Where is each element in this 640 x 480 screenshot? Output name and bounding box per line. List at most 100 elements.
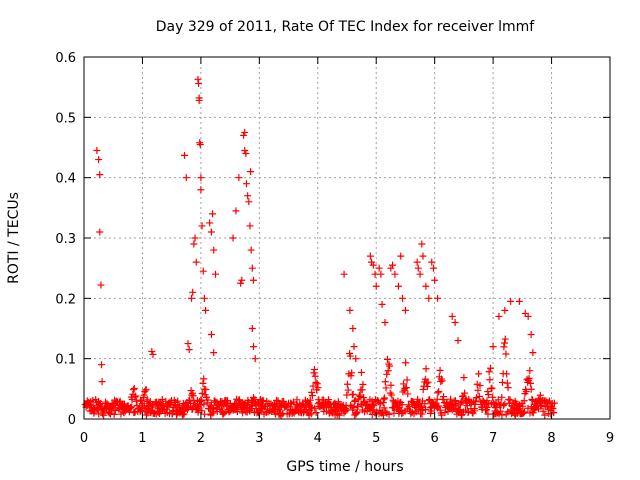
- data-point: [232, 207, 240, 215]
- data-point: [185, 346, 193, 354]
- data-point: [492, 399, 500, 407]
- data-point: [404, 390, 412, 398]
- x-tick-label: 4: [314, 431, 322, 446]
- data-point: [220, 410, 228, 418]
- data-point: [387, 381, 395, 389]
- data-point: [207, 331, 215, 339]
- data-point: [186, 396, 194, 404]
- data-point: [483, 403, 491, 411]
- data-point: [401, 384, 409, 392]
- data-points: [81, 75, 558, 419]
- data-point: [188, 294, 196, 302]
- data-point: [93, 147, 101, 155]
- data-point: [549, 405, 557, 413]
- data-point: [449, 401, 457, 409]
- y-tick-label: 0.3: [55, 232, 76, 247]
- data-point: [370, 400, 378, 408]
- data-point: [190, 240, 198, 248]
- data-point: [309, 382, 317, 390]
- data-point: [189, 392, 197, 400]
- data-point: [356, 393, 364, 401]
- data-point: [498, 411, 506, 419]
- data-point: [378, 300, 386, 308]
- data-point: [494, 396, 502, 404]
- x-tick-label: 3: [255, 431, 263, 446]
- data-point: [524, 312, 532, 320]
- data-point: [311, 366, 319, 374]
- data-point: [375, 264, 383, 272]
- data-point: [495, 312, 503, 320]
- data-point: [311, 404, 319, 412]
- data-point: [200, 375, 208, 383]
- data-point: [536, 391, 544, 399]
- data-point: [311, 372, 319, 380]
- data-point: [248, 264, 256, 272]
- data-point: [502, 350, 510, 358]
- data-point: [380, 395, 388, 403]
- data-point: [402, 384, 410, 392]
- data-point: [527, 385, 535, 393]
- data-point: [503, 370, 511, 378]
- data-point: [360, 394, 368, 402]
- x-tick-label: 7: [489, 431, 497, 446]
- data-point: [436, 366, 444, 374]
- data-point: [503, 379, 511, 387]
- data-point: [394, 282, 402, 290]
- data-point: [335, 411, 343, 419]
- data-point: [241, 128, 249, 136]
- y-tick-label: 0.2: [55, 292, 76, 307]
- x-tick-label: 9: [606, 431, 614, 446]
- data-point: [403, 376, 411, 384]
- x-tick-label: 0: [80, 431, 88, 446]
- data-point: [398, 410, 406, 418]
- data-point: [247, 246, 255, 254]
- data-point: [349, 325, 357, 332]
- data-point: [487, 364, 495, 372]
- data-point: [486, 376, 494, 384]
- data-point: [366, 252, 374, 260]
- data-point: [414, 395, 422, 403]
- data-point: [110, 410, 118, 418]
- data-point: [182, 174, 190, 182]
- data-point: [527, 331, 535, 339]
- data-point: [197, 186, 205, 194]
- data-point: [344, 386, 352, 394]
- data-point: [418, 403, 426, 411]
- data-point: [485, 368, 493, 376]
- data-point: [189, 288, 197, 296]
- data-point: [126, 404, 134, 412]
- data-point: [202, 386, 210, 394]
- x-tick-label: 2: [197, 431, 205, 446]
- data-point: [209, 210, 217, 218]
- data-point: [434, 389, 442, 397]
- data-point: [96, 171, 104, 179]
- data-point: [149, 350, 157, 358]
- data-point: [221, 409, 229, 417]
- data-point: [471, 407, 479, 415]
- data-point: [340, 270, 348, 278]
- data-point: [421, 400, 429, 408]
- chart-title: Day 329 of 2011, Rate Of TEC Index for r…: [156, 19, 536, 35]
- y-tick-labels: 0 0.1 0.2 0.3 0.4 0.5 0.6: [55, 51, 76, 428]
- data-point: [550, 399, 558, 407]
- data-point: [454, 337, 462, 345]
- y-tick-label: 0: [68, 413, 76, 428]
- data-point: [384, 367, 392, 375]
- data-point: [158, 396, 166, 404]
- data-point: [484, 388, 492, 396]
- data-point: [386, 389, 394, 397]
- data-point: [381, 318, 389, 326]
- data-point: [94, 406, 102, 414]
- y-tick-label: 0.5: [55, 111, 76, 126]
- data-point: [379, 399, 387, 407]
- data-point: [198, 397, 206, 405]
- data-point: [358, 386, 366, 394]
- data-point: [451, 318, 459, 326]
- data-point: [519, 402, 527, 410]
- data-point: [435, 388, 443, 396]
- data-point: [238, 276, 246, 284]
- data-point: [544, 399, 552, 407]
- x-tick-labels: 0 1 2 3 4 5 6 7 8 9: [80, 431, 614, 446]
- data-point: [127, 404, 135, 412]
- data-point: [199, 379, 207, 387]
